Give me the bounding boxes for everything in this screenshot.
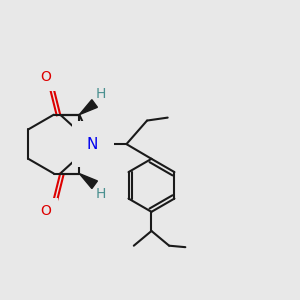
Text: O: O — [40, 205, 51, 218]
Text: H: H — [96, 87, 106, 101]
Polygon shape — [79, 100, 98, 115]
Text: O: O — [40, 70, 51, 84]
Text: N: N — [87, 136, 98, 152]
Text: H: H — [96, 187, 106, 201]
Polygon shape — [79, 174, 98, 188]
